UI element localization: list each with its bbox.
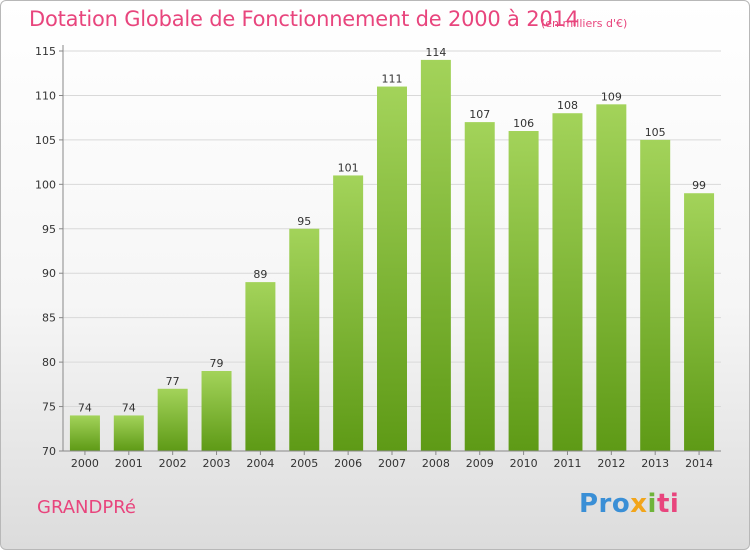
bar-2011	[552, 113, 583, 451]
x-tick-label-2012: 2012	[597, 457, 625, 470]
x-tick-label-2006: 2006	[334, 457, 362, 470]
bar-2008	[420, 59, 451, 452]
bar-2002	[157, 388, 188, 451]
x-tick-label-2011: 2011	[553, 457, 581, 470]
axes	[59, 45, 721, 455]
unit-note: (en milliers d'€)	[541, 17, 628, 30]
bar-2014	[684, 193, 715, 451]
bar-2013	[640, 139, 671, 451]
data-label-2008: 114	[425, 46, 446, 59]
x-tick-label-2008: 2008	[422, 457, 450, 470]
data-label-2014: 99	[692, 179, 706, 192]
y-tick-label: 85	[42, 312, 56, 325]
x-tick-label-2004: 2004	[246, 457, 274, 470]
y-tick-label: 95	[42, 223, 56, 236]
x-tick-label-2007: 2007	[378, 457, 406, 470]
data-label-2005: 95	[297, 215, 311, 228]
y-tick-label: 75	[42, 401, 56, 414]
proxiti-logo[interactable]: Proxiti	[579, 489, 679, 519]
x-tick-label-2001: 2001	[115, 457, 143, 470]
y-tick-label: 90	[42, 267, 56, 280]
data-label-2010: 106	[513, 117, 534, 130]
bar-2012	[596, 104, 627, 451]
data-label-2009: 107	[469, 108, 490, 121]
x-tick-label-2000: 2000	[71, 457, 99, 470]
bar-2007	[377, 86, 407, 452]
data-label-2001: 74	[122, 401, 136, 414]
logo-part-4: ti	[656, 489, 680, 519]
y-tick-label: 70	[42, 445, 56, 458]
bar-2003	[201, 371, 232, 451]
data-label-2011: 108	[557, 99, 578, 112]
y-tick-label: 105	[35, 134, 56, 147]
y-tick-label: 110	[35, 89, 56, 102]
x-tick-label-2003: 2003	[203, 457, 231, 470]
chart-title: Dotation Globale de Fonctionnement de 20…	[29, 7, 579, 31]
commune-name: GRANDPRé	[37, 497, 136, 518]
data-label-2006: 101	[338, 161, 359, 174]
data-label-2013: 105	[645, 126, 666, 139]
x-tick-label-2010: 2010	[510, 457, 538, 470]
data-label-2000: 74	[78, 401, 92, 414]
bar-2009	[464, 122, 495, 451]
bars	[69, 59, 715, 452]
bar-2001	[113, 415, 144, 451]
bar-2000	[69, 415, 100, 451]
bar-2006	[333, 175, 364, 451]
logo-part-2: x	[630, 489, 648, 519]
logo-part-3: i	[647, 489, 657, 519]
data-label-2012: 109	[601, 90, 622, 103]
data-label-2002: 77	[166, 375, 180, 388]
x-tick-label-2014: 2014	[685, 457, 713, 470]
x-tick-label-2013: 2013	[641, 457, 669, 470]
y-tick-label: 80	[42, 356, 56, 369]
y-tick-label: 100	[35, 178, 56, 191]
bar-2010	[508, 131, 539, 451]
x-tick-label-2009: 2009	[466, 457, 494, 470]
data-label-2004: 89	[253, 268, 267, 281]
bar-2004	[245, 282, 276, 451]
y-tick-label: 115	[35, 45, 56, 58]
data-label-2007: 111	[382, 73, 403, 86]
labels: 70 75 80 85 90 95 100 105 110 115 74 2000 74 2001 77 20…	[35, 45, 713, 470]
data-label-2003: 79	[210, 357, 224, 370]
logo-part-1: Pro	[579, 489, 631, 519]
x-tick-label-2005: 2005	[290, 457, 318, 470]
x-tick-label-2002: 2002	[159, 457, 187, 470]
bar-2005	[289, 228, 320, 451]
